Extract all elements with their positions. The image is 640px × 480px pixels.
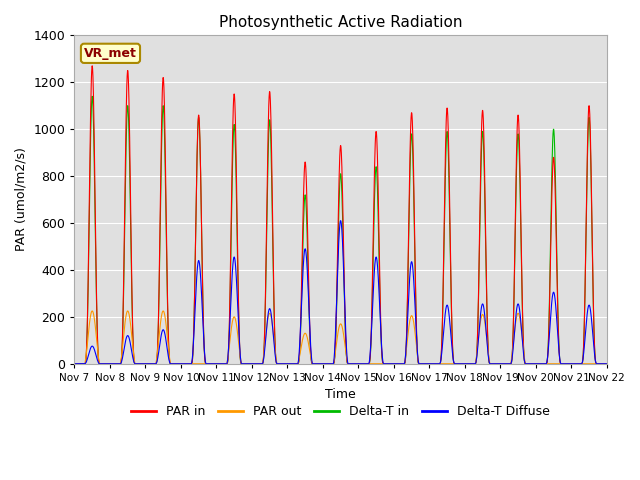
Delta-T Diffuse <box>603 361 611 367</box>
PAR out <box>131 361 139 367</box>
PAR in <box>603 361 611 367</box>
Delta-T Diffuse <box>593 361 600 367</box>
Delta-T Diffuse <box>298 299 305 305</box>
Delta-T Diffuse <box>535 361 543 367</box>
PAR out <box>603 361 611 367</box>
Delta-T in <box>88 94 96 99</box>
PAR in <box>593 361 600 367</box>
Delta-T in <box>163 270 171 276</box>
Delta-T in <box>275 361 282 367</box>
PAR out <box>88 308 96 314</box>
Line: Delta-T Diffuse: Delta-T Diffuse <box>74 221 607 364</box>
Title: Photosynthetic Active Radiation: Photosynthetic Active Radiation <box>219 15 462 30</box>
Legend: PAR in, PAR out, Delta-T in, Delta-T Diffuse: PAR in, PAR out, Delta-T in, Delta-T Dif… <box>127 400 555 423</box>
Delta-T in <box>593 361 600 367</box>
Delta-T in <box>603 361 611 367</box>
Line: Delta-T in: Delta-T in <box>74 96 607 364</box>
PAR out <box>70 361 78 367</box>
PAR in <box>131 361 139 367</box>
Delta-T in <box>70 361 78 367</box>
Line: PAR out: PAR out <box>74 311 607 364</box>
Delta-T in <box>131 361 139 367</box>
Text: VR_met: VR_met <box>84 47 137 60</box>
Delta-T Diffuse <box>275 361 282 367</box>
PAR in <box>88 63 96 69</box>
PAR in <box>298 273 306 279</box>
PAR out <box>535 361 543 367</box>
PAR out <box>593 361 600 367</box>
PAR out <box>163 329 171 335</box>
Y-axis label: PAR (umol/m2/s): PAR (umol/m2/s) <box>15 147 28 252</box>
PAR in <box>535 361 543 367</box>
Line: PAR in: PAR in <box>74 66 607 364</box>
Delta-T Diffuse <box>131 361 139 367</box>
X-axis label: Time: Time <box>325 388 356 401</box>
Delta-T Diffuse <box>337 218 344 224</box>
Delta-T in <box>298 288 306 293</box>
PAR in <box>163 260 171 265</box>
Delta-T in <box>535 361 543 367</box>
PAR in <box>275 361 282 367</box>
PAR in <box>70 361 78 367</box>
PAR out <box>275 361 282 367</box>
Delta-T Diffuse <box>70 361 78 367</box>
Delta-T Diffuse <box>163 343 171 348</box>
PAR out <box>298 341 306 347</box>
